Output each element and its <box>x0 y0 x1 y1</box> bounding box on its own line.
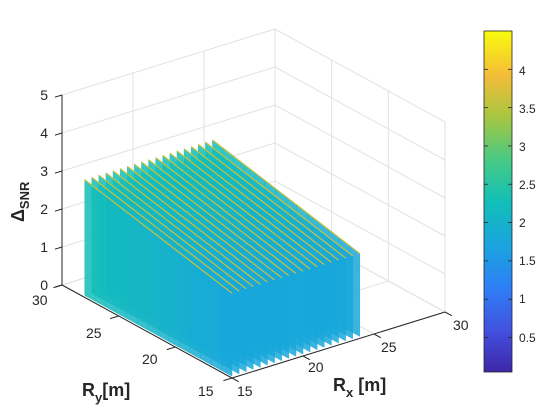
x-axis-line <box>231 311 446 379</box>
x-tick-label: 30 <box>453 317 469 333</box>
y-tick-label: 15 <box>198 383 214 399</box>
z-tick-label: 4 <box>40 125 48 141</box>
z-tick-mark <box>54 94 63 98</box>
surface-ridge <box>183 148 332 263</box>
grid-line <box>61 28 276 96</box>
surface-patch <box>137 219 149 331</box>
y-axis-label-main: R <box>82 380 95 400</box>
colorbar-ticks <box>484 68 512 338</box>
grid-line <box>274 28 446 123</box>
z-tick-mark <box>54 170 63 174</box>
z-tick-label: 5 <box>40 87 48 103</box>
x-tick-label: 25 <box>381 339 397 355</box>
surface-patch <box>126 211 138 325</box>
y-tick-mark <box>109 315 119 320</box>
surface-ridge <box>155 157 304 272</box>
z-tick-label: 3 <box>40 163 48 179</box>
surface-patch <box>84 179 96 302</box>
colorbar-tick-label: 4 <box>519 64 526 78</box>
surface-patch <box>105 195 117 314</box>
grid-line <box>61 104 276 172</box>
surface-patch <box>168 244 180 348</box>
surface-ridge <box>84 179 233 294</box>
z-tick-label: 1 <box>40 239 48 255</box>
grid-line <box>274 104 446 199</box>
colorbar-tick-label: 2 <box>519 216 526 230</box>
surface-ridge <box>162 154 311 270</box>
z-tick-mark <box>54 246 63 250</box>
surface-ridge <box>105 172 254 288</box>
surface-ridge <box>126 165 275 281</box>
y-axis-label-unit: [m] <box>102 380 130 400</box>
surface-ridge <box>212 139 361 255</box>
y-axis-label: Ry[m] <box>82 380 130 405</box>
x-axis-label-main: R <box>333 375 346 395</box>
surface-ridge <box>169 152 318 268</box>
surface-ridge <box>141 161 290 277</box>
y-axis-line <box>61 284 233 379</box>
z-tick-label: 2 <box>40 201 48 217</box>
grid-line <box>274 66 446 161</box>
y-tick-mark <box>166 346 176 351</box>
x-tick-mark <box>302 355 311 361</box>
x-tick-mark <box>231 377 240 383</box>
colorbar-tick-label: 1 <box>519 292 526 306</box>
surface-ridge <box>176 150 325 266</box>
surface-ridge <box>134 163 283 279</box>
z-tick-label: 0 <box>40 277 48 293</box>
surface-patch <box>221 284 233 377</box>
grid-line <box>274 180 446 275</box>
surface-patch <box>116 203 127 319</box>
z-tick-mark <box>54 132 63 136</box>
x-axis-label: Rx [m] <box>333 375 386 400</box>
colorbar-tick-label: 1.5 <box>519 254 536 268</box>
surface-ridge <box>148 159 297 274</box>
axes-box <box>53 94 453 383</box>
colorbar-tick-label: 0.5 <box>519 331 536 345</box>
surface-patch <box>200 268 212 365</box>
surface-patch <box>189 260 201 360</box>
y-axis-label-sub: y <box>95 390 103 405</box>
surface-ridge <box>91 176 240 292</box>
z-axis-label-main: Δ <box>8 209 28 222</box>
z-axis-label-sub: SNR <box>17 181 32 209</box>
colorbar <box>483 30 513 373</box>
x-tick-label: 15 <box>237 383 253 399</box>
grid-line <box>61 66 276 134</box>
y-tick-label: 30 <box>32 292 48 308</box>
x-axis-label-unit: [m] <box>353 375 386 395</box>
surface-ridge <box>119 168 268 283</box>
colorbar-tick-label: 3 <box>519 140 526 154</box>
surface-ridge <box>98 174 247 290</box>
surface-patch <box>158 235 170 342</box>
surface-patch <box>210 276 222 371</box>
surface-ridge <box>112 170 261 285</box>
z-axis-label: ΔSNR <box>8 181 32 222</box>
surface-patch <box>94 187 106 308</box>
surface-patch <box>179 252 191 354</box>
surface-ridge <box>190 146 339 261</box>
y-tick-mark <box>223 377 233 382</box>
y-tick-label: 25 <box>86 325 102 341</box>
surface-ridge <box>197 143 346 259</box>
z-tick-mark <box>54 284 63 288</box>
surface-plot <box>84 139 361 377</box>
z-tick-mark <box>54 208 63 212</box>
colorbar-tick-label: 3.5 <box>519 102 536 116</box>
x-axis-label-sub: x <box>346 385 354 400</box>
x-tick-mark <box>373 333 382 339</box>
y-tick-label: 20 <box>142 351 158 367</box>
x-tick-label: 20 <box>308 359 324 375</box>
surface-patch <box>147 227 159 337</box>
grid-line <box>274 142 446 237</box>
x-tick-mark <box>444 311 453 317</box>
surface-ridge <box>205 141 354 257</box>
colorbar-tick-label: 2.5 <box>519 178 536 192</box>
